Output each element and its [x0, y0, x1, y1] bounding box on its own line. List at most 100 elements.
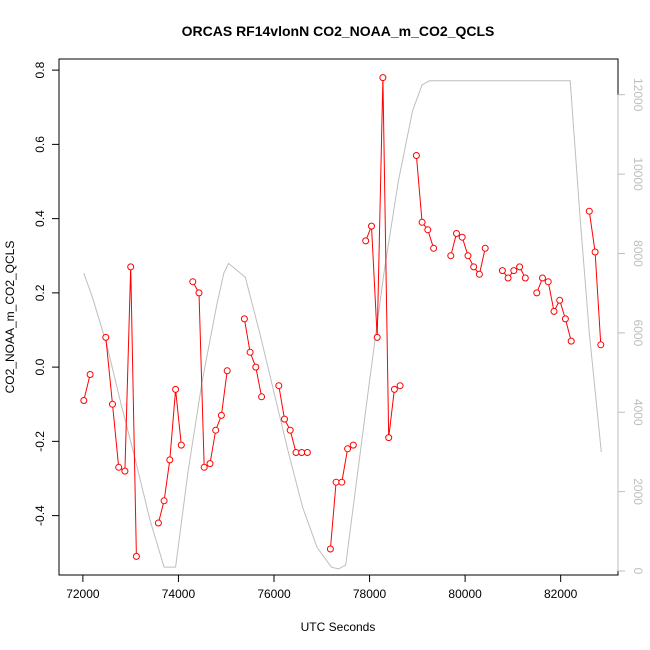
data-point	[132, 552, 140, 560]
data-point	[362, 237, 370, 245]
x-tick-label: 76000	[257, 587, 291, 601]
data-point	[521, 274, 529, 282]
series-line-segment	[365, 77, 401, 438]
data-point	[332, 478, 340, 486]
altitude-line	[83, 80, 602, 570]
x-tick-label: 80000	[448, 587, 482, 601]
data-point	[453, 230, 460, 237]
x-tick-label: 82000	[544, 587, 578, 601]
data-point	[292, 449, 300, 456]
data-point	[390, 385, 398, 393]
y-tick-label: 0.6	[33, 136, 47, 153]
series-line-segment	[105, 266, 137, 557]
series-line-segment	[415, 155, 435, 249]
data-point	[246, 348, 254, 356]
data-point	[561, 315, 569, 323]
y2-tick-label: 10000	[631, 157, 645, 191]
data-point	[464, 252, 472, 260]
data-point	[286, 426, 294, 434]
data-point	[281, 415, 288, 423]
series-line-segment	[588, 211, 602, 345]
series-line-segment	[83, 374, 91, 401]
data-point	[516, 263, 524, 271]
data-point	[252, 363, 260, 371]
series-line-segment	[192, 281, 228, 469]
y2-tick-label: 0	[631, 568, 645, 575]
y-tick-label: 0.0	[33, 358, 47, 375]
data-point	[481, 244, 489, 252]
data-point	[556, 296, 564, 304]
data-point	[418, 218, 426, 226]
data-point	[223, 367, 231, 375]
data-point	[373, 333, 381, 341]
data-point	[591, 248, 599, 256]
plot-frame	[58, 58, 619, 576]
data-point	[498, 267, 506, 275]
y2-tick-label: 4000	[631, 399, 645, 426]
data-point	[240, 315, 248, 323]
data-point	[470, 263, 478, 271]
data-point	[533, 289, 541, 297]
y-tick-label: -0.4	[33, 505, 47, 526]
data-point	[102, 333, 110, 341]
data-point	[539, 274, 546, 282]
data-point	[326, 545, 334, 553]
data-point	[585, 207, 593, 215]
data-point	[424, 226, 432, 234]
data-point	[475, 270, 483, 278]
series-line-segment	[243, 318, 263, 397]
data-point	[115, 463, 123, 471]
x-tick-label: 78000	[353, 587, 387, 601]
data-point	[166, 456, 174, 464]
data-point	[212, 426, 220, 434]
data-point	[510, 267, 518, 275]
y-tick-label: 0.8	[33, 61, 47, 78]
plot-area	[80, 74, 605, 570]
data-point	[121, 467, 129, 475]
data-point	[275, 382, 283, 390]
data-point	[200, 463, 208, 471]
data-point	[109, 400, 116, 408]
y-tick-label: 0.2	[33, 284, 47, 301]
y2-tick-label: 2000	[631, 478, 645, 505]
data-point	[550, 307, 558, 315]
data-point	[195, 289, 203, 297]
data-point	[349, 441, 357, 449]
data-point	[298, 449, 306, 456]
y2-tick-label: 6000	[631, 320, 645, 347]
chart-title: ORCAS RF14vlonN CO2_NOAA_m_CO2_QCLS	[182, 23, 495, 39]
data-point	[189, 278, 197, 286]
data-point	[385, 434, 393, 442]
data-point	[447, 252, 455, 260]
y-tick-label: 0.4	[33, 210, 47, 227]
data-point	[217, 411, 225, 419]
x-axis: 72000 74000 76000 78000 80000 82000	[66, 574, 578, 601]
y-axis-right: 0 2000 4000 6000 8000 10000 12000	[617, 78, 645, 575]
data-point	[303, 449, 311, 456]
data-point	[396, 382, 404, 390]
data-point	[430, 244, 438, 252]
x-tick-label: 74000	[162, 587, 196, 601]
data-point	[458, 233, 466, 241]
data-point	[504, 274, 512, 282]
data-point	[86, 371, 94, 378]
data-point	[258, 393, 266, 401]
data-point	[80, 397, 88, 404]
data-point	[544, 278, 552, 286]
y-axis-left: -0.4 -0.2 0.0 0.2 0.4 0.6 0.8	[33, 61, 60, 526]
data-point	[127, 263, 135, 271]
data-point	[368, 222, 375, 230]
data-point	[154, 519, 162, 527]
x-axis-label: UTC Seconds	[301, 620, 376, 634]
data-point	[206, 460, 214, 468]
y2-tick-label: 8000	[631, 240, 645, 267]
y-tick-label: -0.2	[33, 431, 47, 452]
data-point	[412, 152, 420, 159]
data-point	[160, 497, 168, 505]
data-point	[338, 478, 346, 486]
data-point	[597, 341, 605, 349]
data-point	[344, 445, 352, 453]
data-point	[177, 441, 185, 449]
x-tick-label: 72000	[66, 587, 100, 601]
